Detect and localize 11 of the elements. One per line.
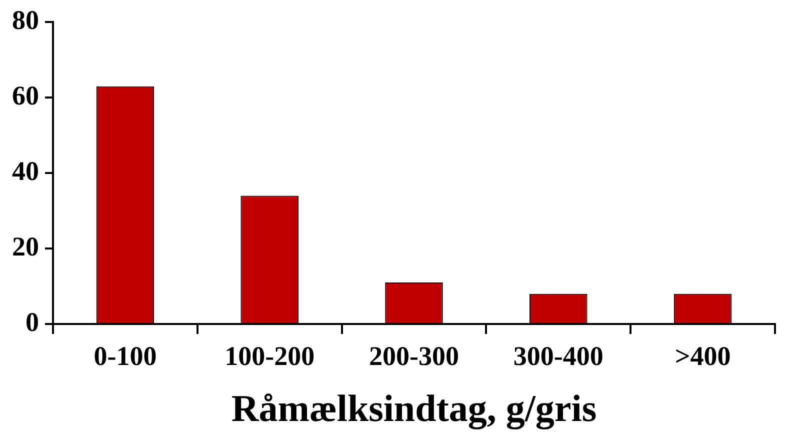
y-tick-label: 20 xyxy=(12,232,39,262)
x-tick-label: >400 xyxy=(674,341,731,372)
x-tick-label: 200-300 xyxy=(369,341,459,372)
y-tick-label: 40 xyxy=(12,156,39,186)
y-tick-label: 80 xyxy=(12,5,39,36)
x-axis-title: Råmælksindtag, g/gris xyxy=(231,388,597,430)
x-tick-label: 300-400 xyxy=(513,341,604,372)
x-tick-label: 100-200 xyxy=(224,341,315,372)
x-tick-label: 0-100 xyxy=(94,341,157,372)
y-tick-label: 0 xyxy=(26,306,39,337)
y-tick-label: 60 xyxy=(12,80,39,111)
